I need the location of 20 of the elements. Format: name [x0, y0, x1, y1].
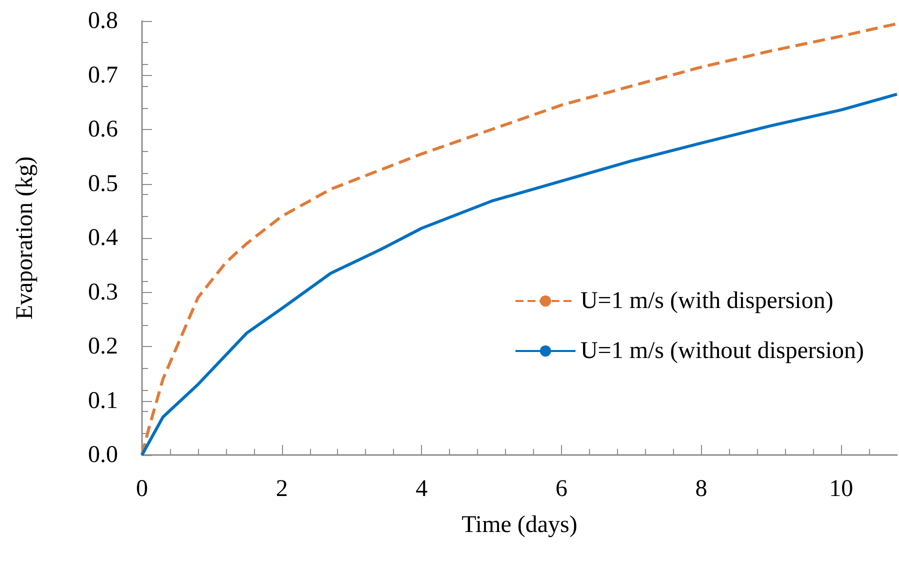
y-tick-label: 0.5: [88, 170, 118, 197]
y-tick-label: 0.8: [88, 8, 118, 34]
x-tick-label: 8: [695, 476, 708, 502]
x-tick-label: 6: [555, 476, 568, 502]
legend-label: U=1 m/s (with dispersion): [580, 288, 834, 314]
y-tick-label: 0.1: [88, 388, 118, 414]
y-tick-label: 0.7: [88, 62, 118, 88]
x-tick-label: 10: [829, 476, 854, 502]
y-tick-label: 0.4: [88, 225, 118, 251]
x-tick-label: 2: [276, 476, 288, 502]
line-series: [140, 22, 898, 456]
x-axis-title: Time (days): [462, 512, 578, 538]
y-tick-label: 0.3: [88, 279, 118, 306]
y-tick-label: 0.6: [88, 116, 118, 142]
y-tick-label: 0.0: [88, 442, 118, 468]
legend-label: U=1 m/s (without dispersion): [580, 338, 864, 364]
x-tick-label: 4: [416, 476, 428, 502]
x-tick-label: 0: [136, 476, 148, 502]
y-tick-label: 0.2: [88, 334, 118, 360]
y-axis-title: Evaporation (kg): [12, 156, 38, 320]
